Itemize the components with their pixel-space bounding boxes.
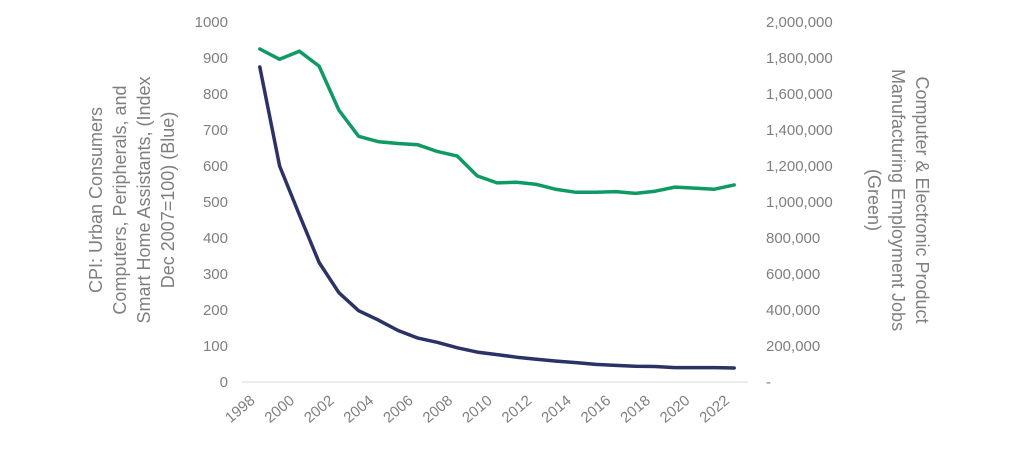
right-tick-label: 1,000,000	[766, 194, 833, 211]
x-tick-label: 2018	[617, 392, 653, 426]
x-tick-label: 2016	[578, 392, 614, 426]
x-tick-label: 2022	[696, 392, 732, 426]
left-tick-label: 600	[203, 158, 228, 175]
x-tick-label: 2014	[538, 392, 574, 426]
x-tick-label: 2020	[657, 392, 693, 426]
left-axis-title-line: Computers, Peripherals, and	[110, 85, 130, 314]
right-tick-label: 1,200,000	[766, 158, 833, 175]
right-axis-title: Computer & Electronic ProductManufacturi…	[864, 69, 932, 331]
right-tick-label: 600,000	[766, 266, 820, 283]
right-axis-title-line: Computer & Electronic Product	[912, 76, 932, 323]
right-axis-title-line: (Green)	[864, 169, 884, 231]
right-axis-title-line: Manufacturing Employment Jobs	[888, 69, 908, 331]
left-axis-title: CPI: Urban Consumers Computers, Periphera…	[86, 76, 178, 323]
left-tick-label: 900	[203, 50, 228, 67]
right-tick-label: 1,600,000	[766, 86, 833, 103]
series-layer	[258, 47, 736, 370]
right-tick-label: 800,000	[766, 230, 820, 247]
left-tick-label: 1000	[195, 14, 228, 31]
employment-series-line	[258, 47, 736, 196]
x-tick-label: 2010	[459, 392, 495, 426]
left-tick-label: 300	[203, 266, 228, 283]
right-tick-label: 2,000,000	[766, 14, 833, 31]
x-tick-label: 1998	[222, 392, 258, 426]
left-tick-label: 800	[203, 86, 228, 103]
x-tick-label: 2000	[262, 392, 298, 426]
right-tick-label: -	[766, 374, 771, 391]
x-tick-label: 2006	[380, 392, 416, 426]
right-axis-ticks: - 200,000 400,000 600,000 800,000 1,000,000 1,…	[766, 14, 833, 391]
left-tick-label: 0	[220, 374, 228, 391]
left-tick-label: 200	[203, 302, 228, 319]
left-axis-title-line: Smart Home Assistants, (Index	[134, 76, 154, 323]
right-tick-label: 1,400,000	[766, 122, 833, 139]
left-tick-label: 500	[203, 194, 228, 211]
left-axis-title-line: Dec 2007=100) (Blue)	[158, 112, 178, 289]
left-tick-label: 400	[203, 230, 228, 247]
left-axis-ticks: 0 100 200 300 400 500 600 700 800 900 1000	[195, 14, 228, 391]
right-tick-label: 1,800,000	[766, 50, 833, 67]
right-tick-label: 400,000	[766, 302, 820, 319]
right-tick-label: 200,000	[766, 338, 820, 355]
cpi-series-line	[258, 65, 736, 370]
x-tick-label: 2002	[301, 392, 337, 426]
x-axis-ticks: 1998 2000 2002 2004 2006 2008 2010 2012 2014 2016…	[222, 392, 733, 426]
x-tick-label: 2008	[420, 392, 456, 426]
x-tick-label: 2012	[499, 392, 535, 426]
left-tick-label: 700	[203, 122, 228, 139]
left-tick-label: 100	[203, 338, 228, 355]
left-axis-title-line: CPI: Urban Consumers	[86, 107, 106, 293]
x-tick-label: 2004	[341, 392, 377, 426]
